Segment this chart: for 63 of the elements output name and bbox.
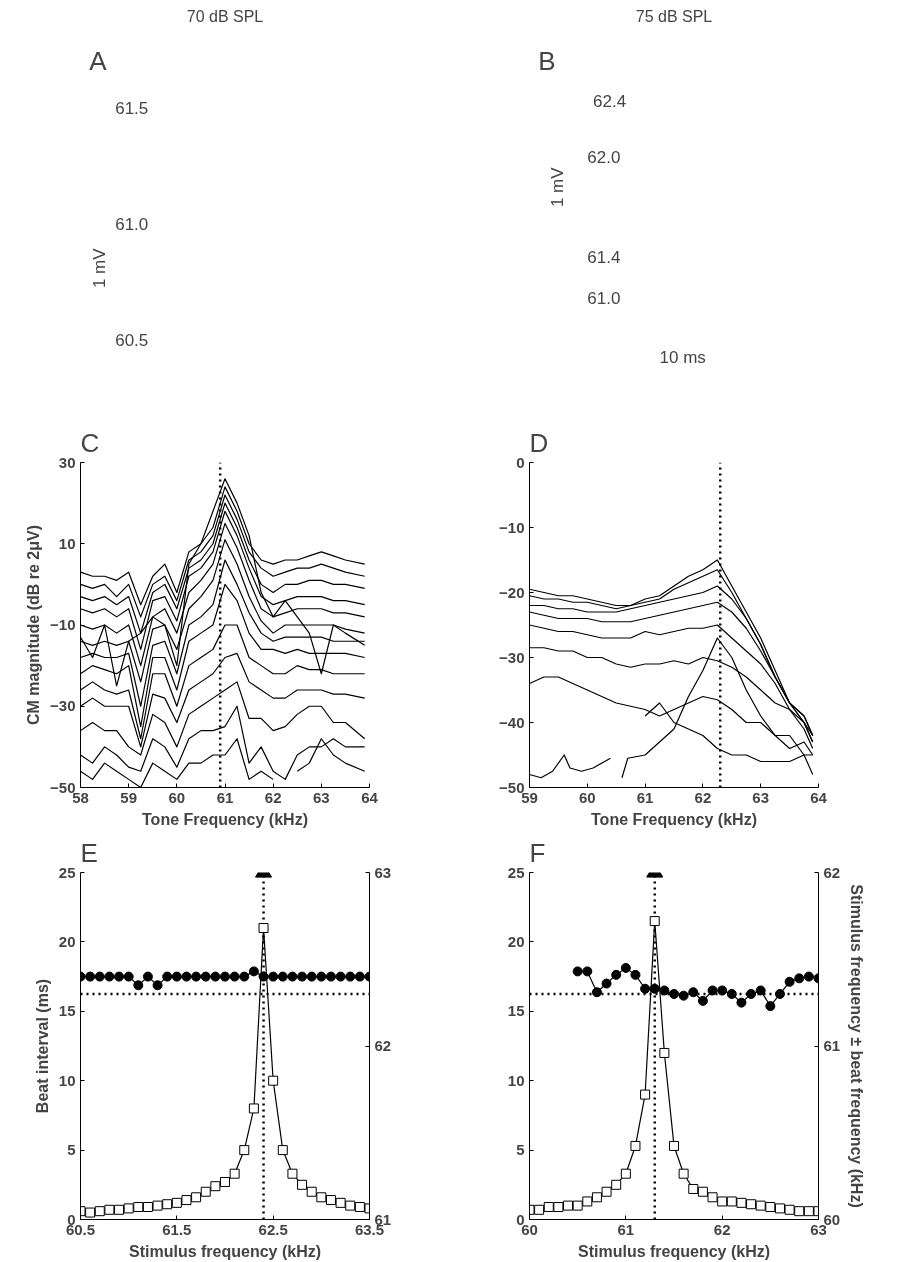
y-tick-label: 0 [516, 453, 525, 471]
y-tick-label: 15 [58, 1002, 76, 1020]
y-axis-title: Beat interval (ms) [33, 978, 51, 1114]
x-tick-label: 62 [694, 788, 712, 806]
x-tick-label: 61.5 [162, 1220, 192, 1238]
x-tick-label: 64 [810, 788, 828, 806]
x-tick-label: 60 [578, 788, 596, 806]
y-tick-label: 5 [67, 1141, 76, 1159]
text: 70 dB SPL [186, 7, 264, 25]
y-tick-label: −10 [499, 518, 525, 536]
text: 61.0 [587, 289, 621, 309]
y-tick-label: −20 [499, 583, 525, 601]
x-tick-label: 61 [216, 788, 234, 806]
y2-tick-label: 63 [374, 863, 392, 881]
text: B [538, 45, 556, 76]
x-axis-title: Tone Frequency (kHz) [142, 810, 308, 828]
chart-title: E [80, 837, 98, 868]
chart-title: C [80, 427, 100, 458]
x-tick-label: 63 [312, 788, 330, 806]
y-tick-label: 10 [58, 1071, 76, 1089]
x-tick-label: 64 [361, 788, 379, 806]
text: 1 mV [548, 166, 568, 208]
y-tick-label: 5 [516, 1141, 525, 1159]
y-tick-label: 25 [507, 863, 525, 881]
text: 10 ms [659, 347, 706, 367]
y-tick-label: 20 [507, 932, 525, 950]
text: 62.4 [593, 92, 627, 112]
y2-tick-label: 62 [374, 1037, 392, 1054]
text: 1 mV [90, 247, 110, 289]
text: 62.0 [587, 148, 621, 168]
x-tick-label: 63 [752, 788, 770, 806]
y2-tick-label: 61 [823, 1037, 841, 1054]
y-tick-label: 10 [58, 534, 76, 552]
x-tick-label: 61 [617, 1220, 635, 1238]
chart-title: D [529, 427, 549, 458]
x-tick-label: 62 [264, 788, 282, 806]
y2-tick-label: 62 [823, 863, 841, 881]
y-axis-title: CM magnitude (dB re 2μV) [25, 524, 43, 726]
x-tick-label: 61 [636, 788, 654, 806]
y-tick-label: −30 [50, 697, 76, 715]
text: 61.5 [115, 99, 149, 119]
text: 61.0 [115, 215, 149, 235]
y2-axis-title: Stimulus frequency ± beat frequency (kHz) [848, 884, 866, 1208]
x-axis-title: Stimulus frequency (kHz) [128, 1242, 322, 1260]
y-tick-label: 10 [507, 1071, 525, 1089]
text: 75 dB SPL [635, 7, 713, 25]
x-tick-label: 62.5 [258, 1220, 288, 1238]
y-tick-label: 30 [58, 453, 76, 471]
text: 60.5 [115, 331, 149, 351]
y-tick-label: −30 [499, 648, 525, 666]
text: 61.4 [587, 247, 621, 267]
x-tick-label: 59 [120, 788, 138, 806]
y-tick-label: −40 [499, 713, 525, 731]
x-tick-label: 60 [168, 788, 186, 806]
chart-title: F [529, 837, 546, 868]
text: A [89, 45, 108, 76]
x-axis-title: Tone Frequency (kHz) [591, 810, 757, 828]
y-tick-label: 15 [507, 1002, 525, 1020]
y-tick-label: 25 [58, 863, 76, 881]
x-axis-title: Stimulus frequency (kHz) [577, 1242, 771, 1260]
y-tick-label: 20 [58, 932, 76, 950]
x-tick-label: 62 [713, 1220, 731, 1238]
y-tick-label: −10 [50, 616, 76, 633]
